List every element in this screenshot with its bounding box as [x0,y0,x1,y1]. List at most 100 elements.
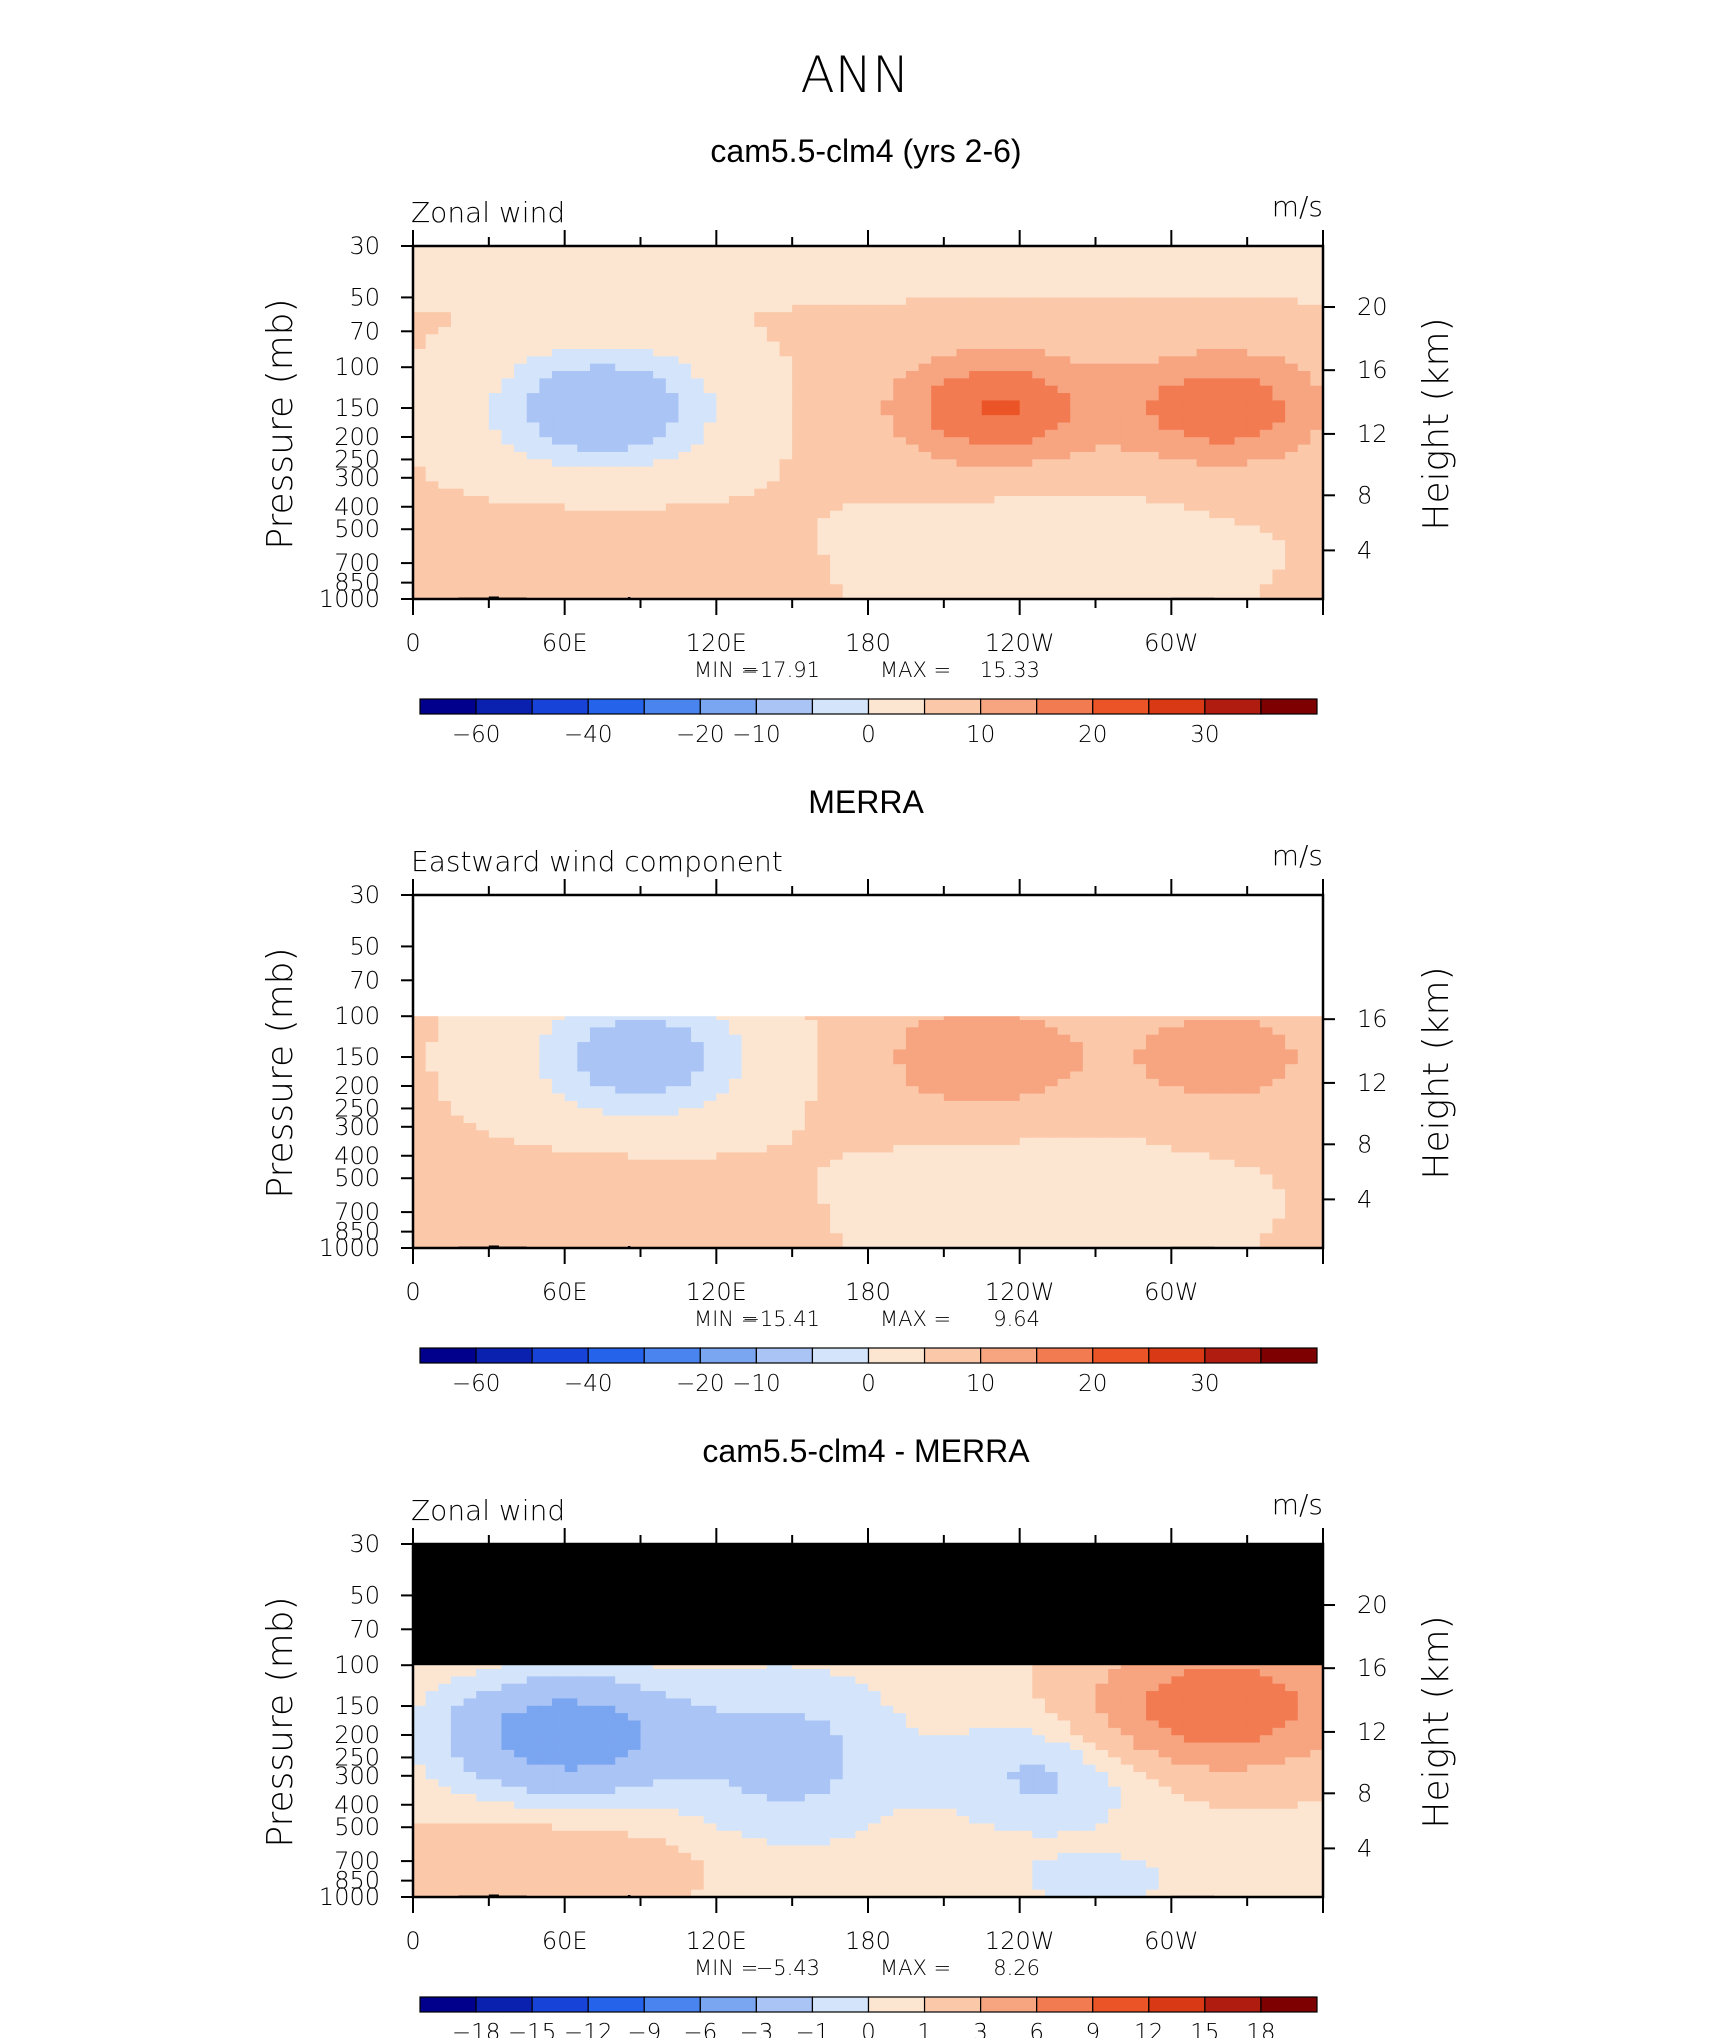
field-cell [1234,576,1248,585]
field-cell [1057,290,1071,299]
field-cell [1221,1027,1236,1036]
field-cell [981,459,995,468]
field-cell [577,326,591,335]
field-cell [716,290,730,299]
field-cell [804,378,819,387]
field-cell [779,348,793,357]
field-cell [577,481,591,490]
field-cell [1183,518,1198,527]
field-cell [413,591,427,600]
field-cell [1044,356,1059,365]
field-cell [450,297,465,306]
field-cell [1120,304,1135,313]
field-cell [868,466,882,475]
field-cell [501,275,515,284]
field-cell [728,312,743,321]
field-cell [779,415,793,424]
field-cell [893,253,907,262]
field-cell [1057,246,1071,254]
field-cell [1146,400,1160,409]
field-cell [1196,488,1210,497]
field-cell [577,429,591,438]
field-cell [1297,569,1311,578]
field-cell [766,473,781,482]
field-cell [1158,496,1172,504]
field-cell [1247,304,1261,313]
field-cell [589,547,604,556]
field-cell [1221,532,1236,541]
field-cell [703,584,717,593]
field-cell [476,540,490,549]
field-cell [728,275,743,284]
field-cell [741,319,755,328]
field-cell [842,253,856,262]
field-cell [1183,319,1198,328]
field-cell [855,459,869,468]
field-cell [905,540,920,549]
field-cell [1310,562,1324,571]
field-cell [880,385,894,394]
field-cell [476,496,490,504]
field-cell [994,246,1008,254]
field-cell [1108,547,1122,556]
field-cell [893,246,907,254]
field-cell [905,576,920,585]
field-cell [539,393,553,402]
field-cell [956,282,970,291]
field-cell [918,341,932,350]
field-cell [1133,356,1147,365]
field-cell [627,326,642,335]
field-cell [703,554,717,563]
field-cell [678,466,692,475]
field-cell [766,569,781,578]
field-cell [1108,437,1122,446]
field-cell [1259,385,1274,394]
field-cell [842,525,856,534]
field-cell [855,341,869,350]
field-cell [943,246,958,254]
field-cell [754,569,768,578]
field-cell [1247,268,1261,277]
colorbar-swatch [419,698,477,715]
field-cell [1095,246,1109,254]
field-cell [1032,260,1046,269]
field-cell [779,584,793,593]
field-cell [691,407,705,416]
field-cell [438,304,452,313]
field-cell [678,363,692,372]
field-cell [766,422,781,431]
field-cell [1108,481,1122,490]
field-cell [564,268,578,277]
field-cell [716,591,730,600]
field-cell [589,1020,604,1028]
field-cell [1285,488,1299,497]
field-cell [678,496,692,504]
field-cell [476,378,490,387]
field-cell [589,407,604,416]
field-cell [488,297,503,306]
field-cell [893,503,907,512]
field-cell [766,319,781,328]
field-cell [1272,393,1286,402]
field-cell [994,415,1008,424]
field-cell [1019,576,1033,585]
field-cell [425,429,439,438]
field-cell [969,1027,983,1036]
field-cell [842,584,856,593]
field-cell [413,341,427,350]
field-cell [716,363,730,372]
field-cell [1158,290,1172,299]
field-cell [792,1020,806,1028]
field-cell [539,371,553,379]
field-cell [728,562,743,571]
field-cell [716,569,730,578]
field-cell [1285,496,1299,504]
field-cell [1272,496,1286,504]
field-cell [1057,547,1071,556]
field-cell [1272,525,1286,534]
field-cell [1070,569,1084,578]
field-cell [855,496,869,504]
field-cell [1095,268,1109,277]
field-cell [792,547,806,556]
field-cell [1019,385,1033,394]
